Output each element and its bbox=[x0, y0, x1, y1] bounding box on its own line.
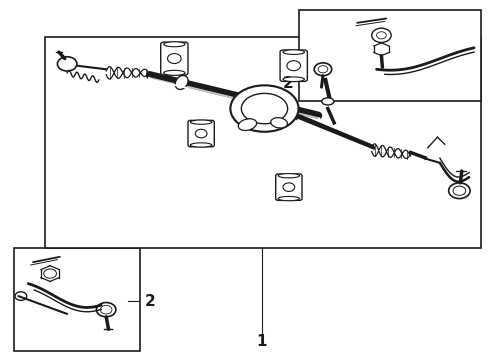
Ellipse shape bbox=[278, 197, 299, 201]
Ellipse shape bbox=[278, 174, 299, 178]
Ellipse shape bbox=[271, 118, 288, 128]
FancyBboxPatch shape bbox=[276, 174, 302, 201]
Bar bbox=[14, 248, 140, 351]
FancyBboxPatch shape bbox=[161, 42, 188, 75]
Ellipse shape bbox=[242, 93, 288, 124]
Ellipse shape bbox=[191, 143, 212, 147]
Ellipse shape bbox=[191, 120, 212, 124]
Text: 2: 2 bbox=[145, 294, 156, 309]
Ellipse shape bbox=[164, 70, 185, 75]
FancyBboxPatch shape bbox=[188, 120, 214, 147]
FancyBboxPatch shape bbox=[280, 50, 307, 81]
Bar bbox=[45, 37, 481, 248]
Ellipse shape bbox=[164, 42, 185, 47]
Ellipse shape bbox=[283, 50, 304, 54]
Bar bbox=[298, 10, 481, 102]
Text: 2: 2 bbox=[283, 76, 294, 91]
Text: 1: 1 bbox=[257, 334, 268, 348]
Ellipse shape bbox=[175, 76, 188, 90]
Ellipse shape bbox=[238, 119, 257, 130]
Ellipse shape bbox=[283, 77, 304, 82]
Ellipse shape bbox=[322, 98, 334, 105]
Ellipse shape bbox=[230, 85, 298, 132]
